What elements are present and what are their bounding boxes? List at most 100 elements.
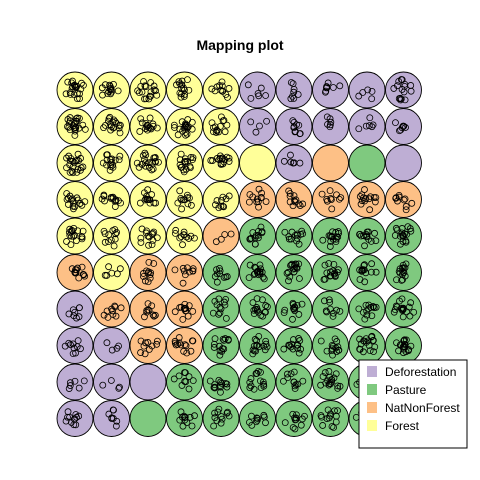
sample-point: [116, 129, 124, 137]
sample-point: [175, 334, 183, 341]
sample-point: [262, 302, 270, 309]
sample-point: [326, 298, 334, 306]
sample-point: [332, 418, 340, 426]
sample-point: [326, 187, 334, 195]
sample-point: [366, 206, 374, 214]
cell-circle: [239, 290, 276, 328]
sample-point: [257, 223, 265, 231]
sample-point: [216, 267, 224, 275]
cell-circle: [385, 108, 422, 145]
sample-point: [217, 86, 225, 94]
cell-circle: [56, 400, 94, 437]
sample-point: [145, 346, 153, 353]
sample-point: [107, 156, 115, 164]
cell-1-0: [56, 108, 94, 145]
sample-point: [144, 278, 152, 286]
cell-3-4: [202, 181, 240, 218]
sample-point: [295, 311, 303, 318]
sample-point: [324, 120, 331, 128]
sample-point: [367, 193, 374, 201]
sample-point: [246, 235, 254, 243]
sample-point: [319, 236, 327, 244]
sample-point: [291, 425, 299, 433]
sample-point: [289, 301, 297, 308]
sample-point: [73, 413, 80, 421]
sample-point: [184, 124, 191, 132]
sample-point: [113, 344, 121, 352]
sample-point: [171, 308, 179, 316]
sample-point: [284, 374, 292, 382]
cell-8-7: [312, 363, 349, 401]
cell-4-8: [348, 217, 386, 255]
cell-3-9: [385, 181, 422, 218]
cell-0-6: [275, 71, 313, 109]
sample-point: [183, 419, 191, 426]
sample-point: [216, 270, 223, 278]
sample-point: [216, 82, 224, 89]
sample-point: [254, 367, 262, 375]
sample-point: [360, 262, 368, 269]
sample-point: [323, 196, 331, 203]
sample-point: [398, 229, 406, 237]
cell-circle: [93, 327, 130, 364]
sample-point: [105, 117, 112, 125]
cell-circle: [312, 217, 349, 255]
sample-point: [150, 312, 158, 320]
sample-point: [71, 126, 79, 133]
sample-point: [358, 266, 366, 274]
sample-point: [324, 79, 332, 87]
sample-point: [141, 277, 149, 285]
sample-point: [182, 120, 189, 128]
cell-2-5: [239, 144, 276, 182]
sample-point: [107, 236, 115, 244]
sample-point: [396, 265, 404, 273]
sample-point: [108, 346, 116, 354]
sample-point: [220, 203, 228, 211]
sample-point: [136, 128, 144, 135]
cell-circle: [348, 108, 386, 145]
sample-point: [246, 235, 254, 243]
sample-point: [148, 241, 156, 249]
sample-point: [245, 274, 253, 282]
sample-point: [399, 232, 407, 240]
sample-point: [223, 121, 231, 129]
sample-point: [174, 199, 182, 207]
sample-point: [211, 414, 219, 422]
sample-point: [152, 158, 159, 166]
sample-point: [371, 198, 379, 206]
sample-point: [365, 301, 373, 309]
sample-point: [398, 295, 406, 303]
sample-point: [328, 205, 336, 213]
sample-point: [221, 231, 229, 238]
sample-point: [407, 299, 415, 307]
sample-point: [366, 347, 374, 355]
cell-8-2: [129, 363, 167, 401]
sample-point: [326, 232, 334, 240]
cell-5-0: [56, 254, 94, 291]
sample-point: [298, 415, 306, 423]
cell-circle: [129, 290, 167, 328]
legend-swatch: [367, 366, 377, 377]
sample-point: [256, 269, 264, 276]
cell-6-6: [275, 290, 313, 328]
cell-9-0: [56, 400, 94, 437]
sample-point: [81, 272, 89, 280]
sample-point: [288, 228, 296, 236]
sample-point: [369, 337, 377, 344]
sample-point: [217, 388, 224, 396]
sample-point: [293, 234, 301, 242]
sample-point: [147, 88, 155, 96]
sample-point: [76, 199, 84, 207]
cell-0-9: [385, 71, 422, 109]
sample-point: [289, 424, 297, 431]
sample-point: [362, 338, 370, 346]
sample-point: [258, 228, 266, 236]
sample-point: [151, 154, 159, 162]
sample-point: [332, 238, 340, 246]
sample-point: [65, 228, 73, 236]
sample-point: [250, 385, 258, 393]
sample-point: [293, 231, 301, 239]
cell-5-3: [166, 254, 203, 291]
sample-point: [319, 422, 327, 429]
